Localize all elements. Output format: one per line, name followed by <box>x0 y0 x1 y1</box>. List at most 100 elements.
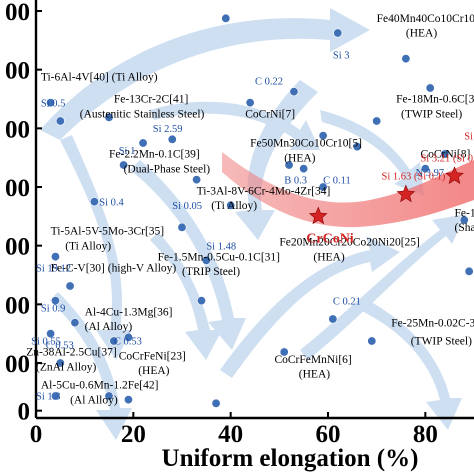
highlight-star <box>396 184 416 203</box>
data-point <box>50 296 60 306</box>
data-point <box>318 131 328 141</box>
y-tick-label: 00 <box>5 116 30 143</box>
data-point <box>104 112 114 122</box>
red-element-label: Si 1.63 (Si 0.1) <box>382 172 446 183</box>
material-label: (Ti Alloy) <box>65 240 111 252</box>
data-point <box>65 281 75 291</box>
data-point <box>284 160 294 170</box>
highlight-label: CrCoNi <box>306 231 354 246</box>
material-label: Fe-14Mn-9Cr <box>455 207 474 219</box>
data-point <box>177 222 187 232</box>
element-label: Si 19.12 <box>36 263 71 274</box>
material-label: Fe-1.5Mn-0.5Cu-0.1C[31] <box>158 251 280 263</box>
element-label: Si 1.3 <box>36 392 61 403</box>
element-label: Si 0.4 <box>99 197 124 208</box>
data-point <box>299 164 309 174</box>
x-tick-label: 20 <box>121 421 146 448</box>
data-point <box>167 134 177 144</box>
material-label: (TWIP Steel) <box>401 108 462 120</box>
highlight-star <box>308 206 328 225</box>
element-label: C 0.53 <box>46 340 74 351</box>
material-label: CoCrNi[7] <box>245 108 295 120</box>
element-label: Si 2.59 <box>153 124 183 135</box>
data-point <box>104 391 114 401</box>
data-point <box>333 28 343 38</box>
material-label: CoCrNi[8] <box>420 149 470 161</box>
crconi-trend-band <box>222 152 474 228</box>
data-point <box>50 252 60 262</box>
data-point <box>211 398 221 408</box>
material-label: CoCrFeNi[23] <box>119 350 186 362</box>
material-label: Fe20Mn20Cr20Co20Ni20[25] <box>279 237 420 249</box>
material-label: Fe-2.2Mn-0.1C[39] <box>109 149 200 161</box>
data-point <box>367 336 377 346</box>
data-point <box>352 142 362 152</box>
material-label: (Austenitic Stainless Steel) <box>80 108 205 120</box>
data-point <box>123 332 133 342</box>
material-label: Ti-3Al-8V-6Cr-4Mo-4Zr[34] <box>197 185 331 197</box>
data-point <box>328 314 338 324</box>
data-point <box>459 215 469 225</box>
data-point <box>201 255 211 265</box>
data-point <box>138 138 148 148</box>
data-point <box>192 175 202 185</box>
element-label: Si 0.55 <box>31 337 61 348</box>
red-element-label: Si 4 <box>464 131 474 142</box>
material-labels: Fe40Mn40Co10Cr10[24] (HEA) Ti-6Al-4V[40] (… <box>26 13 474 406</box>
data-point <box>401 54 411 64</box>
material-label: (TRIP Steel) <box>182 266 240 278</box>
y-tick-label: 00 <box>5 175 30 202</box>
data-points <box>46 13 474 408</box>
x-axis-title: Uniform elongation (%) <box>162 445 419 472</box>
x-tick-label: 40 <box>218 421 243 448</box>
highlight-stars <box>308 166 464 225</box>
y-tick-label: 00 <box>5 58 30 85</box>
material-label: Al-5Cu-0.6Mn-1.2Fe[42] <box>41 380 159 392</box>
data-point <box>196 296 206 306</box>
data-point <box>318 182 328 192</box>
y-tick-label: 00 <box>5 234 30 261</box>
data-point <box>70 318 80 328</box>
data-point <box>46 329 56 339</box>
data-point <box>55 116 65 126</box>
material-label: (HEA) <box>138 365 169 377</box>
material-label: Ti-5Al-5V-5Mo-3Cr[35] <box>51 226 165 238</box>
element-label: C 0.22 <box>255 76 283 87</box>
material-label: (HEA) <box>313 251 344 263</box>
element-labels: Si 3 C 0.22 Si 0.5 Si 2.59 Si 1 B 0.3 C 0.11 N … <box>31 51 444 403</box>
x-tick-label: 80 <box>413 421 438 448</box>
element-label: N 3.97 <box>416 168 445 179</box>
material-label: Ti-6Al-4V[40] (Ti Alloy) <box>41 72 158 84</box>
material-label: (HEA) <box>299 369 330 381</box>
y-tick-label: 00 <box>5 292 30 319</box>
data-point <box>55 358 65 368</box>
data-point <box>245 98 255 108</box>
data-point <box>119 160 129 170</box>
material-label: Fe-25Mn-0.02C-3 <box>391 317 474 329</box>
data-point <box>464 266 474 276</box>
data-point <box>425 83 435 93</box>
data-point <box>46 98 56 108</box>
data-point <box>89 197 99 207</box>
element-label: Si 3 <box>333 51 350 62</box>
material-label: Al-4Cu-1.3Mg[36] <box>85 306 173 318</box>
y-tick-label: 00 <box>5 351 30 378</box>
highlight-star <box>445 166 464 184</box>
y-tick-label: 0 <box>18 399 31 426</box>
element-label: C 0.11 <box>323 175 351 186</box>
element-label: C 0.53 <box>114 337 142 348</box>
x-tick-label: 0 <box>30 421 43 448</box>
material-label: Fe-18Mn-0.6C[38] <box>396 94 474 106</box>
material-label: Zn-38Al-2.5Cu[37] <box>26 347 116 359</box>
data-point <box>123 395 133 405</box>
element-label: C 0.21 <box>333 296 361 307</box>
data-point <box>289 87 299 97</box>
data-point <box>420 164 430 174</box>
material-label: Fe50Mn30Co10Cr10[5] <box>250 138 362 150</box>
y-tick-label: 00 <box>5 0 30 26</box>
element-label: Si 1 <box>119 146 136 157</box>
material-label: (Dual-Phase Steel) <box>124 163 211 175</box>
material-label: (HEA) <box>406 28 437 40</box>
material-label: Fe-C-V[30] (high-V Alloy) <box>51 262 177 274</box>
